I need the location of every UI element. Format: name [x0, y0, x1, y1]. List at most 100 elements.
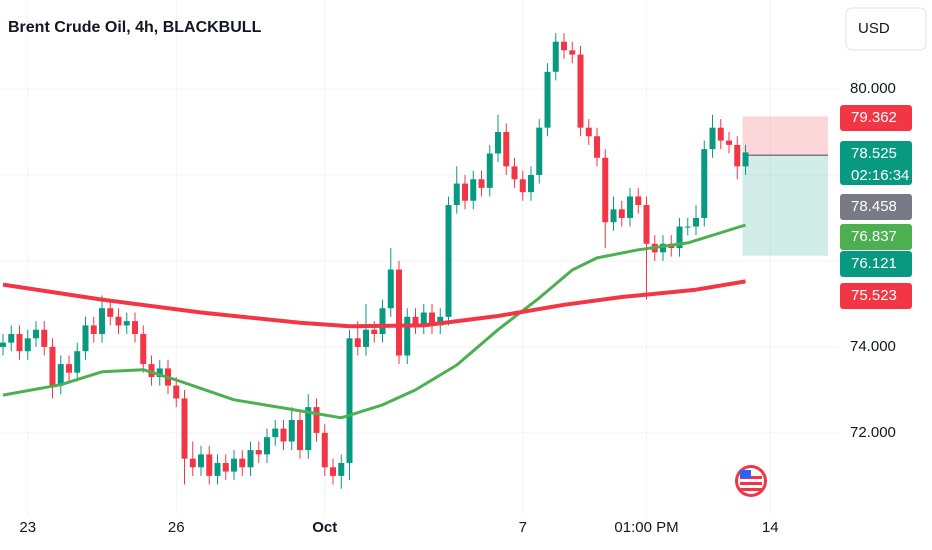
position-stop-zone	[742, 116, 828, 156]
countdown-label: 02:16:34	[851, 167, 909, 184]
candle-body	[701, 149, 708, 218]
candle-body	[280, 428, 287, 442]
x-tick-label: 14	[762, 519, 779, 536]
candle-body	[363, 329, 370, 347]
candle-body	[346, 338, 353, 463]
price-badge-label: 79.362	[851, 109, 897, 126]
candle-body	[387, 269, 394, 309]
candle-body	[132, 321, 139, 335]
currency-label[interactable]: USD	[858, 20, 890, 37]
candle-body	[99, 308, 106, 335]
candle-body	[627, 196, 634, 218]
candle-body	[379, 308, 386, 335]
candle-body	[429, 312, 436, 326]
candle-body	[305, 407, 312, 451]
moving-average-line	[2, 279, 746, 329]
candle-body	[602, 157, 609, 223]
candle-body	[33, 329, 40, 339]
price-badge-label: 78.458	[851, 198, 897, 215]
candle-body	[8, 334, 15, 343]
candle-body	[82, 325, 89, 352]
candle-body	[643, 205, 650, 244]
candle-body	[709, 127, 716, 150]
price-badge	[840, 283, 912, 309]
candle-body	[495, 131, 502, 154]
candle-body	[511, 166, 518, 180]
candle-body	[173, 385, 180, 399]
x-tick-label: Oct	[312, 519, 337, 536]
candle-body	[66, 364, 73, 373]
x-tick-label: 7	[519, 519, 527, 536]
candle-body	[156, 368, 163, 378]
candle-body	[610, 209, 617, 223]
plot	[0, 33, 828, 489]
candle-body	[585, 127, 592, 137]
candle-body	[239, 458, 246, 468]
grid	[0, 0, 838, 515]
candle-body	[115, 316, 122, 326]
candle-body	[594, 136, 601, 158]
moving-average-line	[2, 223, 746, 420]
candle-body	[420, 312, 427, 326]
candle-body	[635, 196, 642, 206]
price-badge	[840, 224, 912, 250]
candle-body	[214, 462, 221, 476]
candle-body	[544, 71, 551, 128]
candle-body	[24, 338, 31, 352]
candle-body	[742, 152, 749, 167]
candle-body	[676, 226, 683, 249]
candle-body	[330, 467, 337, 476]
candle-body	[90, 325, 97, 335]
candle-body	[453, 183, 460, 206]
price-badge	[840, 105, 912, 131]
candle-body	[734, 144, 741, 167]
candle-body	[148, 364, 155, 378]
candle-body	[445, 205, 452, 317]
candle-body	[470, 179, 477, 201]
y-tick-label: 72.000	[850, 424, 896, 441]
candle-body	[74, 351, 81, 373]
candle-body	[618, 209, 625, 218]
candle-body	[437, 316, 444, 326]
candle-body	[412, 316, 419, 326]
candle-body	[684, 226, 691, 228]
candle-body	[536, 127, 543, 175]
candle-body	[231, 458, 238, 472]
x-tick-label: 23	[19, 519, 36, 536]
candle-body	[181, 398, 188, 459]
x-tick-label: 01:00 PM	[614, 519, 678, 536]
candle-body	[354, 338, 361, 347]
candle-body	[247, 450, 254, 468]
y-tick-label: 80.000	[850, 80, 896, 97]
candle-body	[140, 334, 147, 365]
candle-body	[321, 432, 328, 468]
candle-body	[693, 217, 700, 227]
price-badge	[840, 141, 912, 185]
candle-body	[569, 50, 576, 55]
candle-body	[503, 131, 510, 167]
flag-icon	[735, 465, 767, 497]
candle-body	[478, 179, 485, 188]
candle-body	[206, 454, 213, 476]
candle-body	[41, 329, 48, 347]
candle-body	[0, 342, 7, 347]
candle-body	[297, 419, 304, 451]
price-badge-label: 76.837	[851, 228, 897, 245]
candle-body	[16, 334, 23, 352]
candle-body	[198, 454, 205, 468]
candle-body	[255, 450, 262, 455]
x-tick-label: 26	[168, 519, 185, 536]
candle-body	[123, 321, 130, 326]
chart-title: Brent Crude Oil, 4h, BLACKBULL	[8, 19, 262, 36]
currency-button[interactable]	[845, 7, 927, 51]
candle-body	[189, 458, 196, 468]
candle-body	[726, 140, 733, 145]
price-badge-label: 75.523	[851, 287, 897, 304]
candle-body	[272, 428, 279, 438]
candle-body	[552, 41, 559, 72]
price-badge	[840, 251, 912, 277]
candle-body	[288, 419, 295, 442]
candle-body	[528, 174, 535, 193]
y-tick-label: 74.000	[850, 338, 896, 355]
